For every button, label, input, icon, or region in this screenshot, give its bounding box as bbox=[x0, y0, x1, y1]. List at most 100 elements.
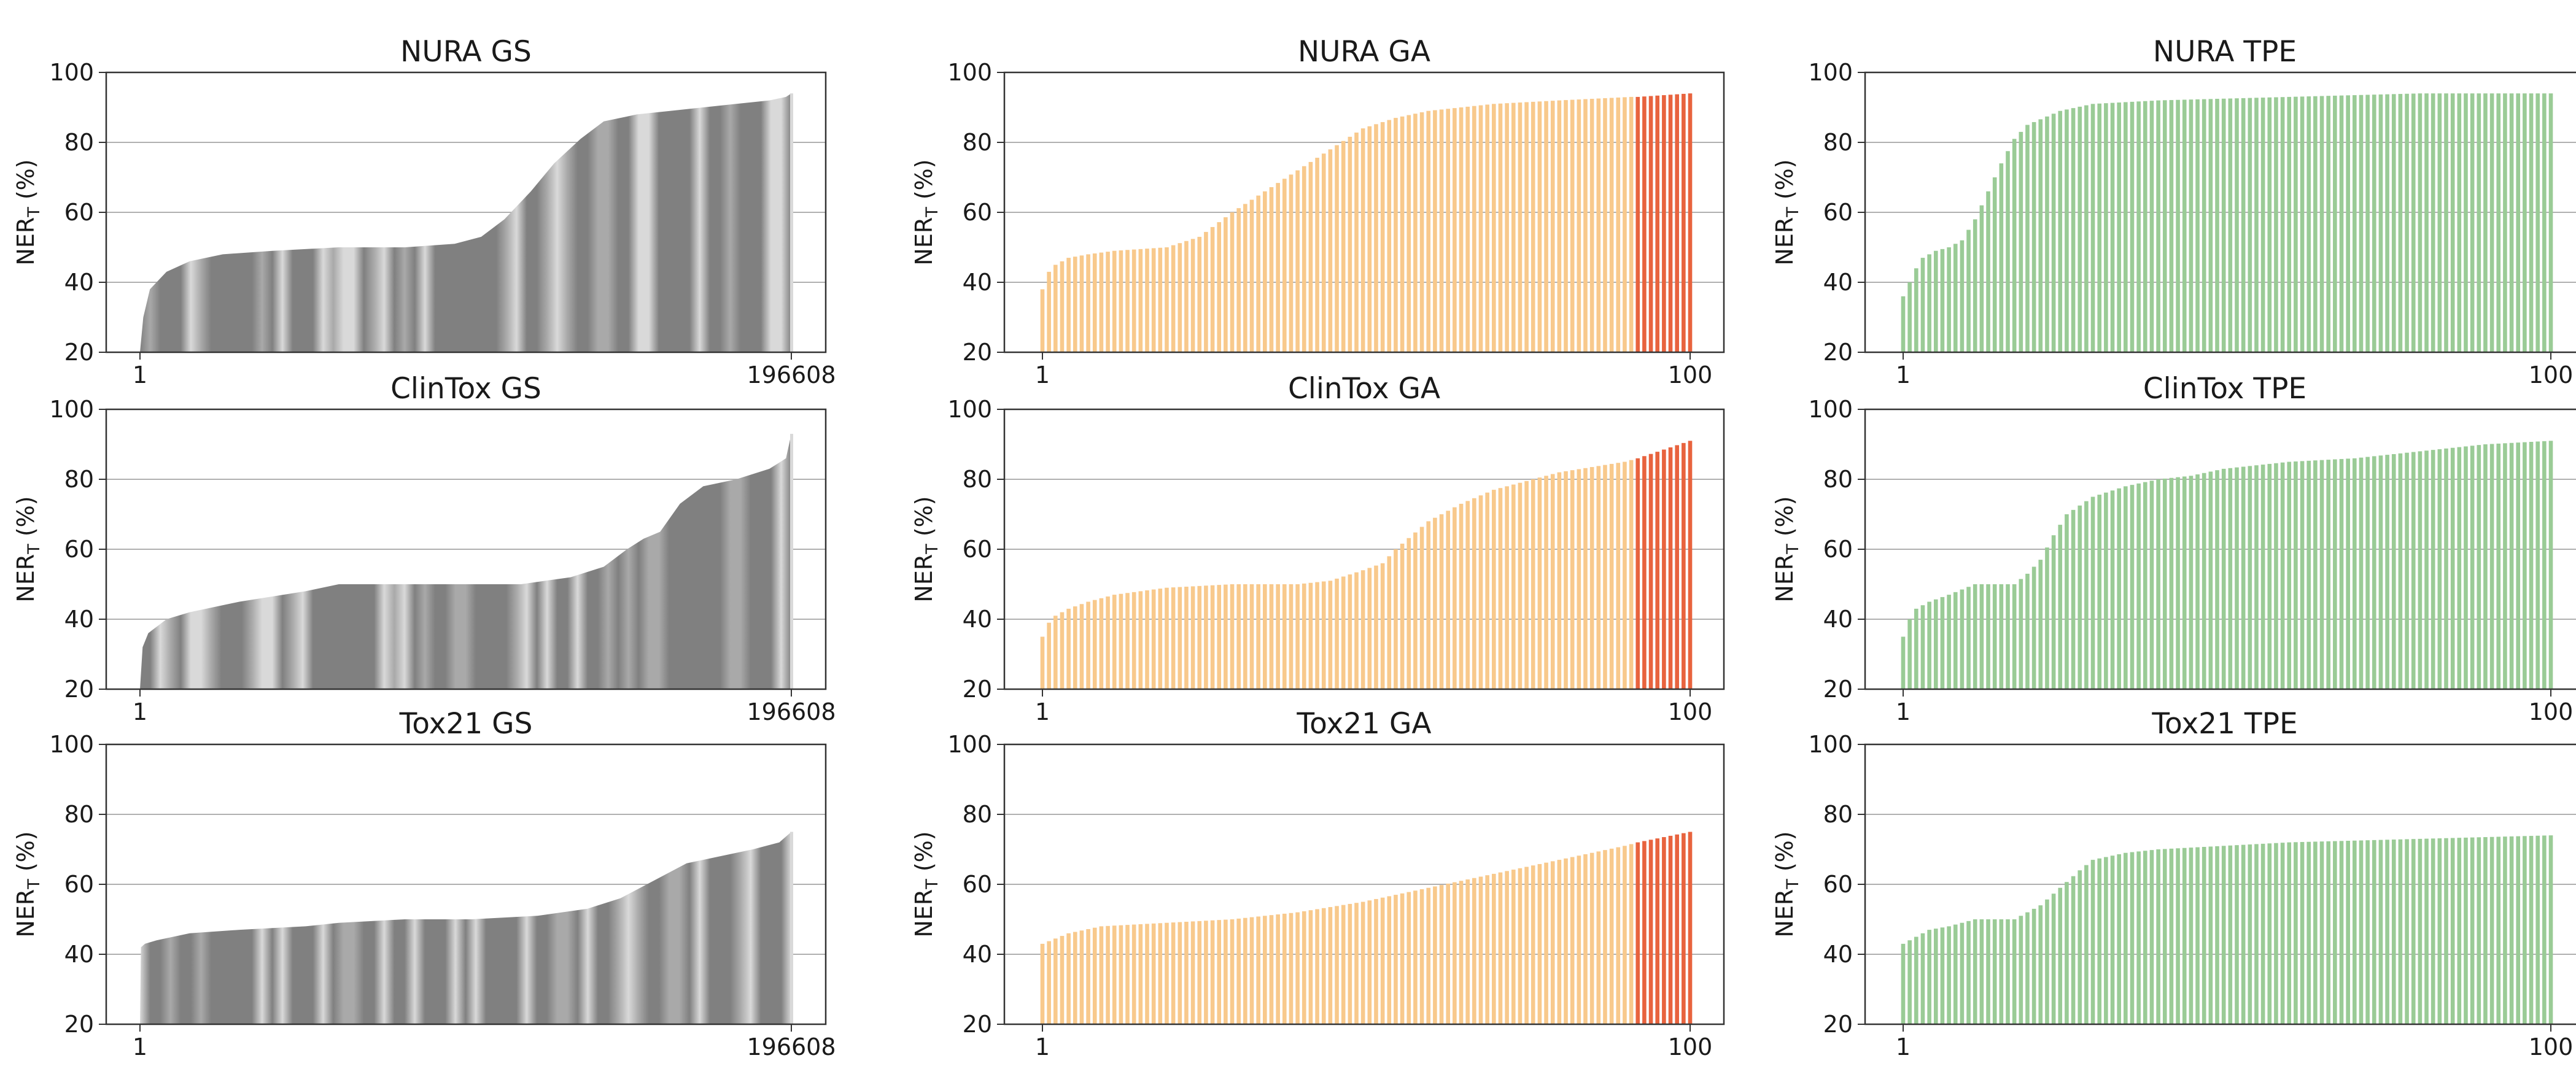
bar bbox=[2084, 501, 2089, 690]
y-tick-label: 80 bbox=[963, 129, 992, 156]
bar bbox=[1577, 99, 1581, 353]
x-tick-label: 100 bbox=[2529, 1033, 2574, 1060]
bar bbox=[1289, 584, 1294, 689]
bar bbox=[2464, 93, 2468, 352]
bar bbox=[1119, 250, 1123, 352]
y-tick-label: 40 bbox=[1823, 269, 1853, 296]
bar bbox=[1478, 495, 1483, 689]
chart-nura-ga: 1 100 20 40 60 80 100 NURA GA NERT (%) bbox=[910, 35, 1725, 388]
bar bbox=[2470, 93, 2475, 352]
chart-title: ClinTox GS bbox=[390, 372, 541, 406]
bar bbox=[2542, 93, 2547, 352]
bar bbox=[1112, 250, 1117, 352]
chart-title: NURA TPE bbox=[2153, 35, 2297, 69]
bar bbox=[2496, 836, 2501, 1024]
bar bbox=[1131, 592, 1136, 689]
bar bbox=[2195, 99, 2200, 352]
bar bbox=[1920, 605, 1925, 689]
bar bbox=[2254, 98, 2259, 352]
bar bbox=[1400, 116, 1405, 352]
bar bbox=[1999, 163, 2004, 352]
bar bbox=[1453, 108, 1457, 352]
bar bbox=[2051, 894, 2056, 1024]
bar bbox=[2071, 108, 2076, 352]
bar bbox=[1099, 926, 1104, 1024]
bar bbox=[2319, 460, 2324, 689]
x-tick-label: 1 bbox=[1035, 361, 1050, 388]
bar bbox=[2182, 848, 2187, 1024]
bar bbox=[1394, 549, 1398, 689]
bar bbox=[1308, 910, 1313, 1024]
bar bbox=[1465, 879, 1470, 1024]
chart-clintox-tpe: 1 100 20 40 60 80 100 ClinTox TPE NERT (%) bbox=[1771, 372, 2576, 725]
bar bbox=[1623, 97, 1627, 353]
bar bbox=[2405, 839, 2409, 1024]
bar bbox=[1243, 917, 1247, 1024]
bar bbox=[1960, 589, 1965, 689]
bar bbox=[1360, 570, 1365, 689]
bar bbox=[1282, 584, 1287, 689]
bar bbox=[1158, 247, 1163, 352]
bar bbox=[1249, 199, 1254, 352]
bar bbox=[2529, 836, 2534, 1024]
y-tick-label: 80 bbox=[64, 129, 94, 156]
bar bbox=[1158, 923, 1163, 1024]
bar bbox=[1966, 921, 1971, 1024]
bar bbox=[1073, 257, 1077, 352]
bar bbox=[1335, 906, 1339, 1024]
bar bbox=[1947, 926, 1951, 1024]
bar bbox=[2084, 865, 2089, 1024]
bar bbox=[1354, 572, 1359, 689]
bar bbox=[1249, 917, 1254, 1024]
bar bbox=[1485, 492, 1489, 689]
bar bbox=[1263, 191, 1267, 352]
bar bbox=[2012, 919, 2017, 1024]
bar bbox=[2431, 450, 2435, 689]
bar bbox=[2038, 905, 2043, 1024]
bar bbox=[1125, 250, 1130, 352]
bar bbox=[2195, 847, 2200, 1024]
bar bbox=[1426, 110, 1431, 352]
bar bbox=[2031, 566, 2036, 689]
bar bbox=[2274, 843, 2278, 1024]
bar bbox=[1145, 590, 1149, 689]
bar bbox=[2215, 99, 2219, 352]
bar bbox=[1557, 472, 1562, 689]
bar bbox=[2110, 490, 2115, 689]
y-tick-label: 40 bbox=[963, 606, 992, 633]
bar bbox=[2300, 96, 2305, 352]
bar bbox=[1302, 166, 1306, 352]
x-tick-label: 1 bbox=[1035, 1033, 1050, 1060]
bar bbox=[2267, 97, 2272, 352]
bar bbox=[1564, 100, 1568, 352]
bar bbox=[1328, 581, 1333, 689]
bar bbox=[1256, 584, 1260, 689]
bar bbox=[2385, 455, 2389, 689]
bar bbox=[2385, 94, 2389, 353]
bar bbox=[2523, 836, 2527, 1024]
bar bbox=[1914, 936, 1918, 1024]
y-tick-label: 20 bbox=[64, 339, 94, 366]
bar bbox=[1564, 858, 1568, 1024]
bar bbox=[2071, 876, 2076, 1024]
bar bbox=[2169, 848, 2174, 1024]
bar bbox=[1360, 128, 1365, 352]
bar bbox=[1668, 95, 1673, 352]
y-tick-label: 60 bbox=[64, 871, 94, 898]
bar bbox=[2333, 459, 2337, 689]
bar bbox=[1374, 565, 1378, 689]
bar bbox=[1940, 249, 1945, 352]
bar bbox=[2294, 842, 2298, 1024]
bar bbox=[1321, 153, 1326, 353]
bar bbox=[1557, 860, 1562, 1024]
bar bbox=[1616, 847, 1621, 1024]
y-tick-label: 20 bbox=[64, 676, 94, 703]
bar bbox=[2509, 836, 2514, 1024]
bar bbox=[1570, 470, 1575, 689]
bar bbox=[2267, 843, 2272, 1024]
bar bbox=[1171, 587, 1176, 689]
bar bbox=[2365, 840, 2370, 1024]
y-tick-label: 100 bbox=[49, 59, 94, 86]
bar bbox=[1204, 231, 1208, 352]
